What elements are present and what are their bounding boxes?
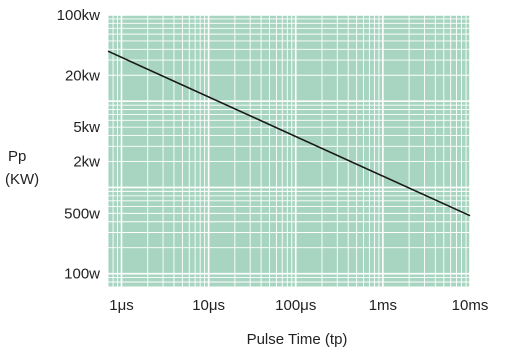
y-tick-label: 100w bbox=[64, 266, 100, 283]
series-layer bbox=[107, 50, 471, 217]
x-tick-label: 1ms bbox=[369, 297, 397, 314]
y-tick-label: 100kw bbox=[57, 7, 101, 24]
x-axis-label: Pulse Time (tp) bbox=[247, 331, 348, 348]
y-tick-labels: 100kw 20kw 5kw 2kw 500w 100w bbox=[57, 7, 101, 283]
y-tick-label: 20kw bbox=[65, 67, 100, 84]
x-tick-label: 10μs bbox=[192, 297, 225, 314]
y-tick-label: 5kw bbox=[73, 119, 100, 136]
x-tick-label: 10ms bbox=[452, 297, 489, 314]
plot-area bbox=[108, 15, 470, 287]
y-axis-label-line-1: Pp bbox=[8, 148, 26, 165]
x-tick-label: 100μs bbox=[275, 297, 316, 314]
series-line bbox=[107, 50, 471, 217]
grid-minor bbox=[107, 15, 470, 288]
y-tick-label: 500w bbox=[64, 205, 100, 222]
x-tick-label: 1μs bbox=[109, 297, 134, 314]
y-tick-label: 2kw bbox=[73, 153, 100, 170]
x-tick-labels: 1μs 10μs 100μs 1ms 10ms bbox=[109, 297, 488, 314]
y-axis-label-line-2: (KW) bbox=[5, 171, 39, 188]
